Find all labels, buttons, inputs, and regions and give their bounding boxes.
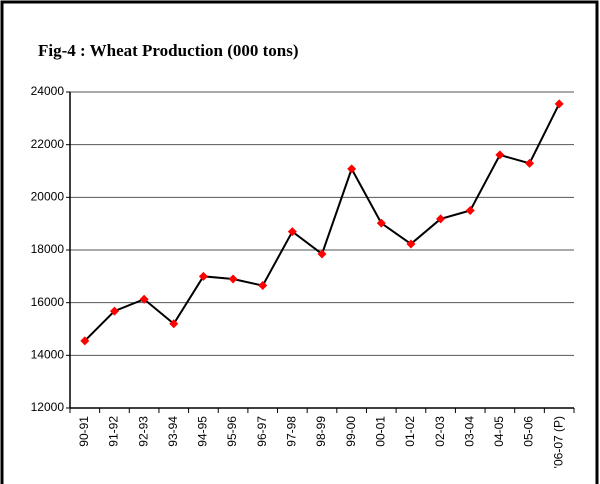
data-point [139,294,149,304]
data-point [525,158,535,168]
x-tick-label: 99-00 [344,416,358,447]
x-tick-label: '06-07 (P) [551,416,565,468]
x-tick-label: 95-96 [225,416,239,447]
x-tick-label: 03-04 [462,416,476,447]
y-tick-label: 12000 [31,400,65,414]
x-tick-label: 90-91 [77,416,91,447]
data-point [80,336,90,346]
data-point [169,319,179,329]
y-tick-label: 16000 [31,295,65,309]
x-tick-label: 04-05 [492,416,506,447]
data-point [495,150,505,160]
data-point [228,274,238,284]
data-point [198,271,208,281]
x-tick-label: 00-01 [373,416,387,447]
data-point [109,306,119,316]
x-tick-label: 97-98 [285,416,299,447]
data-point [258,281,268,291]
data-point [436,214,446,224]
y-tick-label: 20000 [31,190,65,204]
data-point [406,239,416,249]
x-tick-label: 93-94 [166,416,180,447]
data-point [465,206,475,215]
data-point [347,164,357,174]
data-point [376,218,386,228]
x-tick-label: 05-06 [522,416,536,447]
y-tick-label: 22000 [31,137,65,151]
x-tick-label: 98-99 [314,416,328,447]
x-tick-label: 96-97 [255,416,269,447]
y-tick-label: 24000 [31,84,65,98]
x-tick-label: 91-92 [107,416,121,447]
x-tick-label: 01-02 [403,416,417,447]
chart-title: Fig-4 : Wheat Production (000 tons) [38,41,299,60]
data-point [317,249,327,259]
x-tick-label: 02-03 [433,416,447,447]
y-tick-label: 18000 [31,242,65,256]
y-tick-label: 14000 [31,348,65,362]
x-tick-label: 92-93 [136,416,150,447]
data-point [287,227,297,237]
x-tick-label: 94-95 [196,416,210,447]
data-point [554,99,564,109]
